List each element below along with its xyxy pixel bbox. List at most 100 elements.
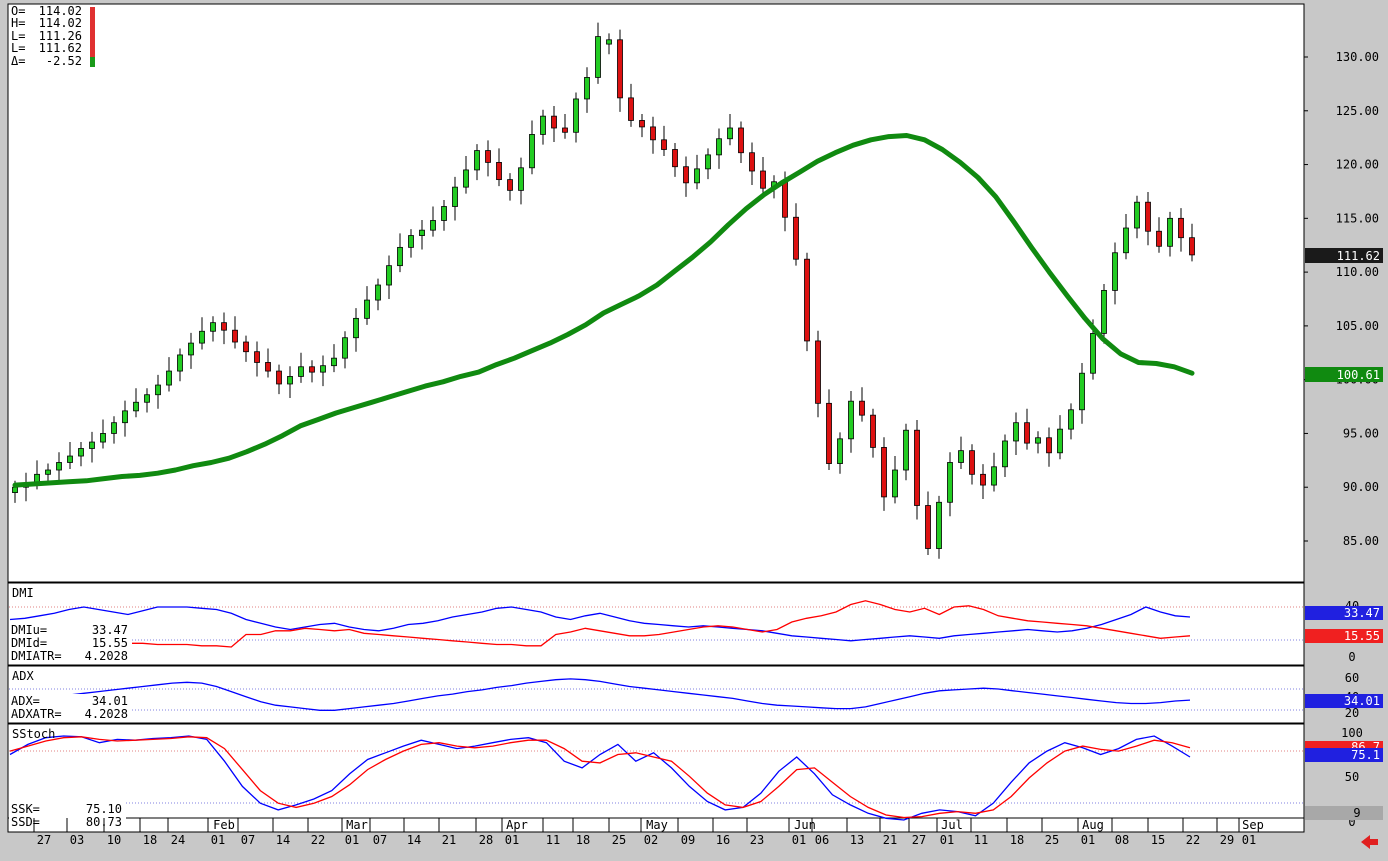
blue-line xyxy=(9,606,1191,642)
candle-up xyxy=(1057,428,1063,454)
ohlc-color-bar-green xyxy=(90,57,95,67)
candle-up xyxy=(1112,252,1118,291)
candle-down xyxy=(870,414,876,448)
candle-down xyxy=(1024,422,1030,444)
x-tick-label: 29 xyxy=(1220,833,1234,847)
candle-up xyxy=(353,317,359,339)
scroll-left-arrow-icon[interactable] xyxy=(1361,835,1378,849)
candle-up xyxy=(364,299,370,319)
x-tick-label: 01 xyxy=(211,833,225,847)
x-tick-label: 08 xyxy=(1115,833,1129,847)
candle-down xyxy=(1046,437,1052,454)
stoch-k-tag-bg xyxy=(1305,748,1383,762)
x-tick-label: 25 xyxy=(612,833,626,847)
candle-down xyxy=(309,366,315,373)
x-tick-label: 18 xyxy=(1010,833,1024,847)
stoch-k-label: SSK= xyxy=(11,802,40,816)
x-tick-label: 14 xyxy=(276,833,290,847)
ohlc-high-label: H= xyxy=(11,16,25,30)
candle-down xyxy=(683,166,689,184)
candle-up xyxy=(144,394,150,403)
dmi-down-tag: 15.55 xyxy=(1344,629,1380,643)
last-price-tag-bg xyxy=(1305,248,1383,263)
ohlc-low-label: L= xyxy=(11,29,25,43)
candle-up xyxy=(529,134,535,169)
price-tick-label: 95.00 xyxy=(1343,426,1379,440)
candle-up xyxy=(342,337,348,359)
candle-down xyxy=(507,179,513,191)
candle-down xyxy=(925,505,931,549)
candle-up xyxy=(67,455,73,463)
candle-up xyxy=(1002,440,1008,468)
price-tick-label: 90.00 xyxy=(1343,480,1379,494)
candle-up xyxy=(45,469,51,475)
candle-down xyxy=(1156,230,1162,247)
dmi-down-value: 15.55 xyxy=(92,636,128,650)
x-tick-label: 03 xyxy=(70,833,84,847)
stoch-k-value: 75.10 xyxy=(86,802,122,816)
adx-tag-bg xyxy=(1305,694,1383,708)
candle-up xyxy=(892,469,898,498)
dmi-series xyxy=(9,600,1191,648)
x-month-label: Jun xyxy=(794,818,816,832)
last-price-tag: 111.62 xyxy=(1337,249,1380,263)
candle-up xyxy=(716,138,722,156)
candle-down xyxy=(760,170,766,189)
x-tick-label: 13 xyxy=(850,833,864,847)
x-tick-label: 16 xyxy=(716,833,730,847)
stoch-d-label: SSD= xyxy=(11,815,40,829)
x-month-label: May xyxy=(646,818,668,832)
candle-down xyxy=(232,329,238,343)
candle-down xyxy=(562,127,568,133)
adx-tick-60: 60 xyxy=(1345,671,1359,685)
candle-down xyxy=(628,97,634,121)
candle-down xyxy=(980,473,986,486)
candle-up xyxy=(12,486,18,494)
x-month-label: Mar xyxy=(346,818,368,832)
price-tick-label: 85.00 xyxy=(1343,534,1379,548)
x-tick-label: 21 xyxy=(883,833,897,847)
price-tick-label: 120.00 xyxy=(1336,158,1379,172)
x-month-label: Jul xyxy=(941,818,963,832)
candle-up xyxy=(694,168,700,184)
candle-up xyxy=(518,167,524,191)
candle-up xyxy=(936,501,942,549)
x-tick-label: 23 xyxy=(750,833,764,847)
candle-up xyxy=(1090,333,1096,374)
candle-up xyxy=(177,354,183,372)
candle-down xyxy=(782,181,788,218)
x-tick-label: 10 xyxy=(107,833,121,847)
ohlc-delta-label: Δ= xyxy=(11,54,25,68)
adx-atr-value: 4.2028 xyxy=(85,707,128,721)
x-tick-label: 02 xyxy=(644,833,658,847)
candle-up xyxy=(419,229,425,236)
candle-up xyxy=(1035,437,1041,444)
candle-up xyxy=(375,284,381,301)
dmi-title: DMI xyxy=(12,586,34,600)
x-tick-label: 09 xyxy=(681,833,695,847)
candlestick-series xyxy=(12,22,1195,559)
ohlc-open-label: O= xyxy=(11,4,25,18)
x-tick-label: 11 xyxy=(546,833,560,847)
stoch-tick-50: 50 xyxy=(1345,770,1359,784)
ohlc-high-value: 114.02 xyxy=(39,16,82,30)
dmi-atr-value: 4.2028 xyxy=(85,649,128,663)
x-tick-label: 14 xyxy=(407,833,421,847)
candle-up xyxy=(1068,409,1074,430)
candle-down xyxy=(254,351,260,363)
x-month-label: Apr xyxy=(506,818,528,832)
candle-down xyxy=(969,450,975,475)
candle-up xyxy=(606,39,612,45)
candle-up xyxy=(287,376,293,385)
x-tick-label: 01 xyxy=(1081,833,1095,847)
moving-average-line xyxy=(12,133,1195,488)
candle-up xyxy=(199,330,205,344)
candle-down xyxy=(1178,217,1184,239)
x-tick-label: 24 xyxy=(171,833,185,847)
ohlc-open-value: 114.02 xyxy=(39,4,82,18)
x-tick-label: 18 xyxy=(576,833,590,847)
candle-down xyxy=(1145,201,1151,232)
x-tick-label: 07 xyxy=(241,833,255,847)
candle-up xyxy=(89,441,95,449)
